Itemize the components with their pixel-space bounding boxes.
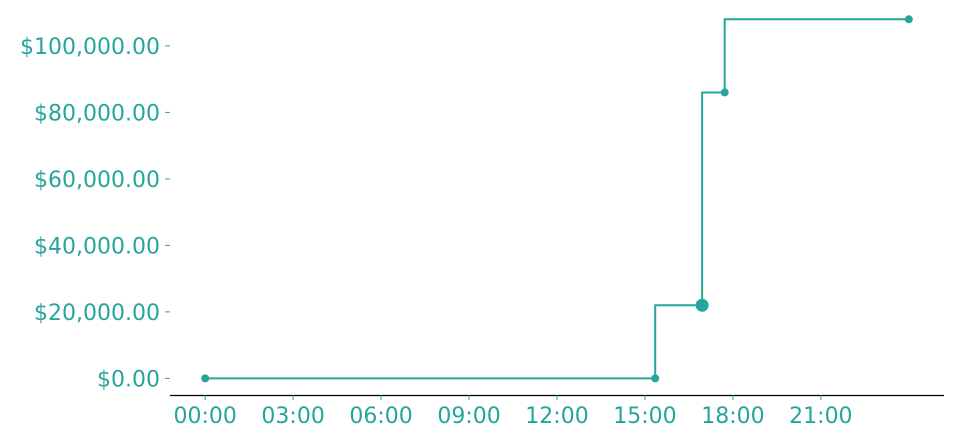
y-tick-label: $100,000.00 (20, 35, 160, 60)
y-tick-label: $20,000.00 (34, 301, 160, 326)
x-tick-label: 18:00 (701, 404, 764, 429)
x-tick-label: 06:00 (349, 404, 412, 429)
y-tick-label: $0.00 (97, 367, 160, 392)
data-point-marker (651, 374, 660, 383)
y-axis: $0.00 $20,000.00 $40,000.00 $60,000.00 $80,0… (20, 35, 170, 392)
y-tick-label: $60,000.00 (34, 168, 160, 193)
data-point-marker (695, 298, 709, 312)
y-tick-label: $80,000.00 (34, 101, 160, 126)
x-tick-label: 15:00 (613, 404, 676, 429)
marker-layer (201, 15, 913, 383)
x-tick-label: 03:00 (261, 404, 324, 429)
data-point-marker (201, 374, 210, 383)
data-point-marker (720, 88, 729, 97)
x-tick-label: 12:00 (525, 404, 588, 429)
series-step-line (205, 18, 909, 380)
x-tick-label: 00:00 (173, 404, 236, 429)
x-axis: 00:00 03:00 06:00 09:00 12:00 15:00 18:00 21:00 (170, 394, 944, 429)
data-point-marker (904, 15, 913, 24)
series-layer (205, 18, 909, 380)
x-tick-label: 21:00 (789, 404, 852, 429)
x-tick-label: 09:00 (437, 404, 500, 429)
y-tick-label: $40,000.00 (34, 234, 160, 259)
